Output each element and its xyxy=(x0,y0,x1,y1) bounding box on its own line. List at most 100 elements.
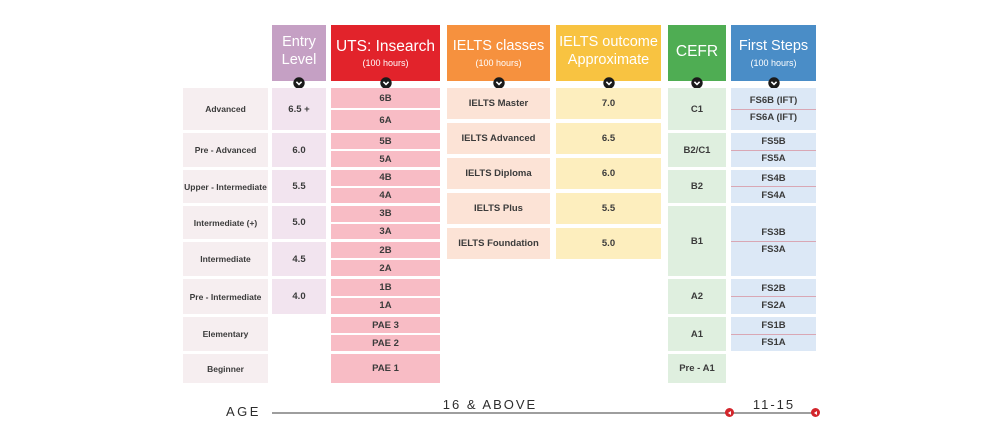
ielts-outcome-cell: 5.0 xyxy=(556,228,661,259)
column-title: CEFR xyxy=(675,42,719,60)
ielts-class-cell: IELTS Plus xyxy=(447,193,550,224)
ielts-classes-column: IELTS Master IELTS Advanced IELTS Diplom… xyxy=(447,88,550,259)
age-marker-icon xyxy=(811,408,820,417)
first-steps-column: FS6B (IFT) FS6A (IFT) FS5B FS5A FS4B FS4… xyxy=(731,88,816,351)
uts-course-pair: 6B 6A xyxy=(331,88,440,130)
course-cell: PAE 2 xyxy=(331,333,440,351)
column-header-ielts-outcome: IELTS outcome Approximate xyxy=(556,25,661,89)
course-cell: FS4A xyxy=(731,186,816,203)
ielts-outcome-cell: 7.0 xyxy=(556,88,661,119)
column-header-uts-insearch: UTS: Insearch (100 hours) xyxy=(331,25,440,89)
age-marker-icon xyxy=(725,408,734,417)
ielts-outcome-column: 7.0 6.5 6.0 5.5 5.0 xyxy=(556,88,661,259)
entry-score-cell: 5.0 xyxy=(272,206,326,239)
first-steps-pair: FS5B FS5A xyxy=(731,133,816,167)
level-labels-column: Advanced Pre - Advanced Upper - Intermed… xyxy=(183,88,268,383)
course-cell: FS5B xyxy=(761,136,786,147)
uts-course-pair: PAE 3 PAE 2 xyxy=(331,317,440,351)
course-cell: PAE 3 xyxy=(372,319,399,331)
course-cell: 6A xyxy=(331,108,440,130)
uts-course-pair: 2B 2A xyxy=(331,242,440,276)
column-header-cefr: CEFR xyxy=(668,25,726,89)
chevron-down-icon xyxy=(293,77,305,89)
course-cell: FS6B (IFT) xyxy=(749,95,798,106)
entry-level-column: 6.5 + 6.0 5.5 5.0 4.5 4.0 xyxy=(272,88,326,314)
course-cell: FS1A xyxy=(731,333,816,351)
first-steps-pair: FS3B FS3A xyxy=(731,206,816,276)
course-cell: 2A xyxy=(331,258,440,276)
column-header-first-steps: First Steps (100 hours) xyxy=(731,25,816,89)
column-subtitle: (100 hours) xyxy=(750,57,797,68)
column-title: Entry Level xyxy=(281,34,317,68)
course-cell: 6B xyxy=(379,92,392,104)
uts-course-pair: 4B 4A xyxy=(331,170,440,203)
level-label: Elementary xyxy=(183,317,268,351)
ielts-class-cell: IELTS Master xyxy=(447,88,550,119)
ielts-outcome-cell: 5.5 xyxy=(556,193,661,224)
uts-course-pair: 1B 1A xyxy=(331,279,440,314)
age-range-16-above: 16 & ABOVE xyxy=(442,397,538,412)
cefr-level-cell: A1 xyxy=(668,317,726,351)
level-label: Pre - Intermediate xyxy=(183,279,268,314)
cefr-level-cell: B1 xyxy=(668,206,726,276)
cefr-level-cell: Pre - A1 xyxy=(668,354,726,383)
first-steps-pair: FS6B (IFT) FS6A (IFT) xyxy=(731,88,816,130)
entry-score-cell: 4.5 xyxy=(272,242,326,276)
course-cell: 1A xyxy=(331,295,440,315)
chevron-down-icon xyxy=(492,77,505,89)
course-cell: 3A xyxy=(331,221,440,240)
level-label: Beginner xyxy=(183,354,268,383)
entry-score-cell: 6.5 + xyxy=(272,88,326,130)
level-label: Advanced xyxy=(183,88,268,130)
column-header-ielts-classes: IELTS classes (100 hours) xyxy=(447,25,550,89)
first-steps-pair: FS2B FS2A xyxy=(731,279,816,314)
course-cell: 5B xyxy=(379,135,392,147)
ielts-outcome-cell: 6.5 xyxy=(556,123,661,154)
cefr-column: C1 B2/C1 B2 B1 A2 A1 Pre - A1 xyxy=(668,88,726,383)
uts-course-pair: 5B 5A xyxy=(331,133,440,167)
entry-score-cell: 6.0 xyxy=(272,133,326,167)
course-cell: 2B xyxy=(379,244,392,256)
column-title: UTS: Insearch xyxy=(335,37,436,55)
first-steps-pair: FS4B FS4A xyxy=(731,170,816,203)
uts-course-pair: 3B 3A xyxy=(331,206,440,239)
chevron-down-icon xyxy=(602,77,615,89)
course-cell: 4A xyxy=(331,185,440,204)
column-title: IELTS classes xyxy=(452,38,545,55)
entry-score-cell: 4.0 xyxy=(272,279,326,314)
column-subtitle: (100 hours) xyxy=(362,58,409,69)
level-label: Intermediate xyxy=(183,242,268,276)
age-range-11-15: 11-15 xyxy=(752,397,796,412)
cefr-level-cell: C1 xyxy=(668,88,726,130)
age-axis-label: AGE xyxy=(226,404,261,419)
course-cell: FS3B xyxy=(761,227,786,238)
course-cell: 4B xyxy=(379,172,392,184)
level-label: Upper - Intermediate xyxy=(183,170,268,203)
course-cell: PAE 1 xyxy=(331,354,440,383)
column-header-entry-level: Entry Level xyxy=(272,25,326,89)
course-cell: 5A xyxy=(331,149,440,167)
course-cell: 1B xyxy=(379,281,392,293)
age-axis-line xyxy=(272,412,817,414)
course-cell: FS2B xyxy=(761,282,786,294)
cefr-level-cell: A2 xyxy=(668,279,726,314)
level-label: Pre - Advanced xyxy=(183,133,268,167)
column-title: IELTS outcome Approximate xyxy=(559,34,658,68)
entry-score-cell: 5.5 xyxy=(272,170,326,203)
chevron-down-icon xyxy=(691,77,703,89)
ielts-class-cell: IELTS Diploma xyxy=(447,158,550,189)
column-title: First Steps xyxy=(738,38,809,55)
first-steps-pair: FS1B FS1A xyxy=(731,317,816,351)
ielts-class-cell: IELTS Foundation xyxy=(447,228,550,259)
course-cell: FS4B xyxy=(761,172,786,184)
course-cell: FS2A xyxy=(731,296,816,313)
course-cell: FS5A xyxy=(731,149,816,167)
cefr-level-cell: B2/C1 xyxy=(668,133,726,167)
ielts-outcome-cell: 6.0 xyxy=(556,158,661,189)
level-label: Intermediate (+) xyxy=(183,206,268,239)
chevron-down-icon xyxy=(379,77,392,89)
uts-insearch-column: 6B 6A 5B 5A 4B 4A 3B 3A 2B 2A 1B 1A PAE … xyxy=(331,88,440,383)
ielts-class-cell: IELTS Advanced xyxy=(447,123,550,154)
course-cell: FS1B xyxy=(761,320,786,331)
cefr-level-cell: B2 xyxy=(668,170,726,203)
